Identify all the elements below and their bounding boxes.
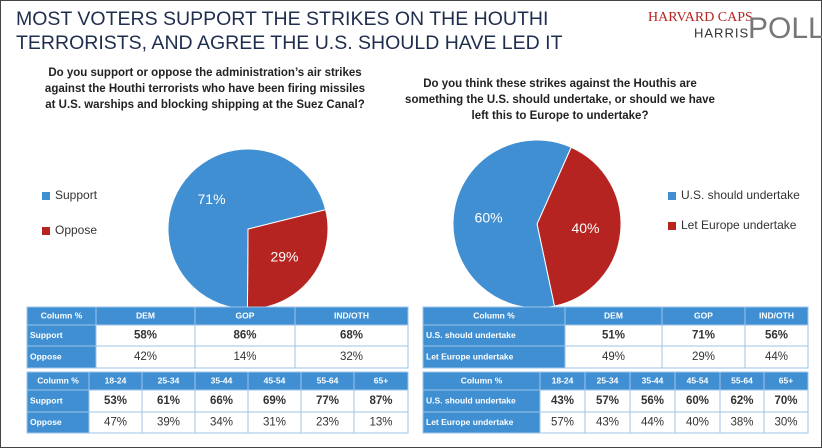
table-header: IND/OTH	[759, 310, 794, 320]
table-value: 77%	[316, 395, 339, 407]
question: Do you think these strikes against the H…	[423, 78, 697, 90]
table-cell	[353, 411, 409, 434]
row-label: Support	[30, 330, 63, 340]
legend-label: U.S. should undertake	[681, 188, 800, 202]
table-value: 44%	[641, 417, 664, 429]
table-value: 57%	[551, 417, 574, 429]
row-label: U.S. should undertake	[426, 395, 516, 405]
table-value: 86%	[233, 330, 256, 342]
table-header: 45-54	[687, 375, 709, 385]
table-header: GOP	[694, 310, 713, 320]
table-value: 29%	[692, 351, 715, 363]
table-value: 44%	[765, 351, 788, 363]
table-header: IND/OTH	[334, 310, 369, 320]
legend-swatch	[668, 192, 676, 200]
table-header: DEM	[604, 310, 623, 320]
table-value: 56%	[641, 395, 664, 407]
table-cell	[763, 411, 809, 434]
table-value: 62%	[730, 395, 753, 407]
question: against the Houthi terrorists who have b…	[45, 83, 365, 95]
table-value: 61%	[157, 395, 180, 407]
row-label: Oppose	[30, 417, 62, 427]
legend-swatch	[42, 227, 50, 235]
table-header: Column %	[473, 310, 515, 320]
table-value: 66%	[210, 395, 233, 407]
table-value: 43%	[551, 395, 574, 407]
table-header: GOP	[236, 310, 255, 320]
table-value: 30%	[774, 417, 797, 429]
title-line: MOST VOTERS SUPPORT THE STRIKES ON THE H…	[16, 8, 548, 30]
table-value: 71%	[692, 330, 715, 342]
table-value: 87%	[369, 395, 392, 407]
table-value: 42%	[134, 351, 157, 363]
row-label: U.S. should undertake	[426, 330, 516, 340]
table-value: 23%	[316, 417, 339, 429]
pie-slice	[167, 148, 327, 310]
legend-label: Let Europe undertake	[681, 218, 797, 232]
table-header: 35-44	[642, 375, 664, 385]
table-value: 70%	[774, 395, 797, 407]
row-label: Let Europe undertake	[426, 417, 514, 427]
question: at U.S. warships and blocking shipping a…	[45, 99, 365, 111]
table-header: Column %	[41, 310, 83, 320]
row-label: Let Europe undertake	[426, 351, 514, 361]
table-value: 38%	[730, 417, 753, 429]
slice-label: 60%	[475, 210, 503, 226]
slice-label: 40%	[571, 220, 599, 236]
table-value: 53%	[104, 395, 127, 407]
question: left this to Europe to undertake?	[472, 110, 649, 122]
table-value: 57%	[596, 395, 619, 407]
table-header: 25-34	[158, 375, 180, 385]
table-value: 32%	[340, 351, 363, 363]
logo-text: HARVARD CAPS	[648, 10, 753, 25]
table-value: 14%	[233, 351, 256, 363]
legend-swatch	[42, 192, 50, 200]
row-label: Support	[30, 395, 63, 405]
table-header: DEM	[136, 310, 155, 320]
table-header: Column %	[461, 375, 503, 385]
table-cell	[744, 345, 809, 369]
table-header: 65+	[374, 375, 388, 385]
table-value: 34%	[210, 417, 233, 429]
table-value: 56%	[765, 330, 788, 342]
legend-label: Oppose	[55, 223, 97, 237]
legend-label: Support	[55, 188, 98, 202]
table-cell	[294, 345, 409, 369]
table-value: 51%	[602, 330, 625, 342]
question: something the U.S. should undertake, or …	[405, 94, 715, 106]
question: Do you support or oppose the administrat…	[48, 67, 361, 79]
table-header: 55-64	[731, 375, 753, 385]
slice-label: 29%	[270, 248, 298, 264]
table-header: 18-24	[105, 375, 127, 385]
pie-slice	[536, 146, 622, 307]
table-header: 45-54	[264, 375, 286, 385]
table-value: 49%	[602, 351, 625, 363]
table-value: 69%	[263, 395, 286, 407]
table-value: 68%	[340, 330, 363, 342]
title-line: TERRORISTS, AND AGREE THE U.S. SHOULD HA…	[16, 32, 563, 54]
row-label: Oppose	[30, 351, 62, 361]
table-header: 55-64	[317, 375, 339, 385]
table-header: 25-34	[597, 375, 619, 385]
legend-swatch	[668, 222, 676, 230]
logo-text: HARRIS	[694, 25, 749, 40]
pie-slice	[452, 139, 572, 309]
table-header: 65+	[779, 375, 793, 385]
table-value: 60%	[686, 395, 709, 407]
table-value: 58%	[134, 330, 157, 342]
logo-text: POLL	[748, 12, 822, 45]
table-header: 18-24	[552, 375, 574, 385]
table-header: Column %	[37, 375, 79, 385]
slice-label: 71%	[198, 191, 226, 207]
table-value: 47%	[104, 417, 127, 429]
table-value: 31%	[263, 417, 286, 429]
table-value: 43%	[596, 417, 619, 429]
table-value: 13%	[369, 417, 392, 429]
table-value: 40%	[686, 417, 709, 429]
table-header: 35-44	[211, 375, 233, 385]
table-value: 39%	[157, 417, 180, 429]
